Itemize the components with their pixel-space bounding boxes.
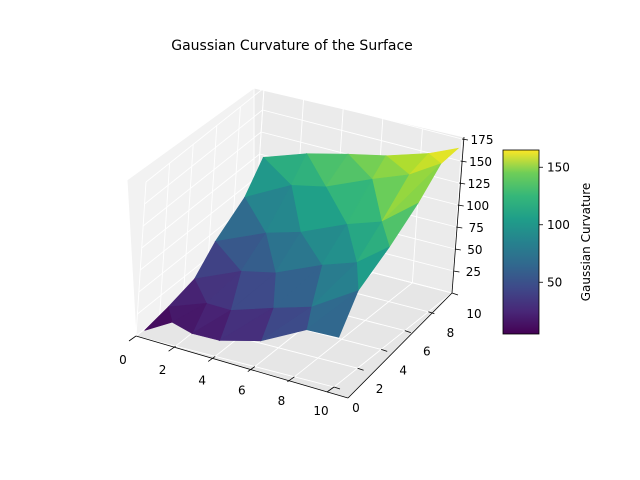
z-axis-line xyxy=(451,136,465,294)
grid-line-side-y xyxy=(182,144,194,299)
x-tick-label: 10 xyxy=(313,404,328,418)
y-tick-label: 0 xyxy=(352,401,360,415)
y-tick xyxy=(428,311,435,315)
axis-lines xyxy=(135,136,465,399)
z-tick xyxy=(457,204,464,207)
y-tick-label: 8 xyxy=(447,326,455,340)
x-tick xyxy=(287,376,295,383)
x-tick-label: 2 xyxy=(159,363,167,377)
z-tick-label: 50 xyxy=(467,243,482,257)
colorbar-tick-label: 100 xyxy=(547,218,570,232)
colorbar: 50 100 150 Gaussian Curvature xyxy=(502,149,593,335)
colorbar-tick-label: 150 xyxy=(547,160,570,174)
y-tick-label: 6 xyxy=(423,345,431,359)
grid-line-side-z xyxy=(141,153,260,249)
grid-line-side-z xyxy=(145,87,265,183)
surface-triangle xyxy=(191,309,232,341)
z-tick xyxy=(461,138,469,141)
grid-line-floor-x xyxy=(333,292,453,388)
y-axis-line xyxy=(347,292,453,399)
x-tick-label: 6 xyxy=(238,384,246,398)
x-tick xyxy=(207,356,216,362)
grid-line-side-y xyxy=(159,163,171,318)
grid-line-side-z xyxy=(142,131,262,227)
z-tick xyxy=(460,160,467,163)
z-tick-label: 150 xyxy=(469,155,492,169)
grid-line-back-z xyxy=(262,109,461,162)
y-tick xyxy=(333,386,341,390)
z-tick xyxy=(453,270,460,273)
y-tick-label: 2 xyxy=(376,382,384,396)
x-tick xyxy=(128,335,137,342)
y-tick xyxy=(451,292,459,296)
z-tick xyxy=(459,182,466,185)
z-tick-label: 100 xyxy=(466,199,489,213)
surface-mesh xyxy=(144,147,460,342)
x-tick-label: 8 xyxy=(278,394,286,408)
surface-triangle xyxy=(171,302,208,334)
surface-triangle xyxy=(144,306,173,331)
y-tick-label: 4 xyxy=(399,363,407,377)
grid-line-side-z xyxy=(144,109,263,205)
x-tick xyxy=(247,366,256,372)
grid-line-back-z xyxy=(263,87,463,140)
y-tick xyxy=(404,330,411,333)
chart-title: Gaussian Curvature of the Surface xyxy=(171,38,413,54)
grid-line-floor-y xyxy=(135,335,335,388)
grid-line-floor-x xyxy=(294,282,413,378)
surface-triangle xyxy=(218,307,274,342)
x-tick-label: 4 xyxy=(198,373,206,387)
surface-triangle xyxy=(305,289,359,338)
z-tick-label: 25 xyxy=(466,265,481,279)
surface-triangle xyxy=(260,306,312,342)
colorbar-gradient xyxy=(502,149,540,335)
z-tick-label: 125 xyxy=(468,177,491,191)
x-tick-label: 0 xyxy=(119,353,127,367)
grid-line-side-y xyxy=(135,181,147,337)
z-tick-label: 175 xyxy=(471,133,494,147)
colorbar-ticks: 50 100 150 xyxy=(539,160,570,289)
colorbar-label: Gaussian Curvature xyxy=(579,183,593,302)
z-tick xyxy=(454,248,461,251)
x-tick xyxy=(326,386,335,393)
y-tick xyxy=(381,349,388,352)
colorbar-tick-label: 50 xyxy=(547,275,562,289)
x-tick xyxy=(168,345,176,352)
grid-line-side-z xyxy=(140,175,259,271)
x-axis-line xyxy=(135,335,349,399)
y-tick xyxy=(357,367,364,371)
z-tick xyxy=(456,226,463,229)
y-tick-label: 10 xyxy=(466,307,481,321)
z-tick-label: 75 xyxy=(469,221,484,235)
